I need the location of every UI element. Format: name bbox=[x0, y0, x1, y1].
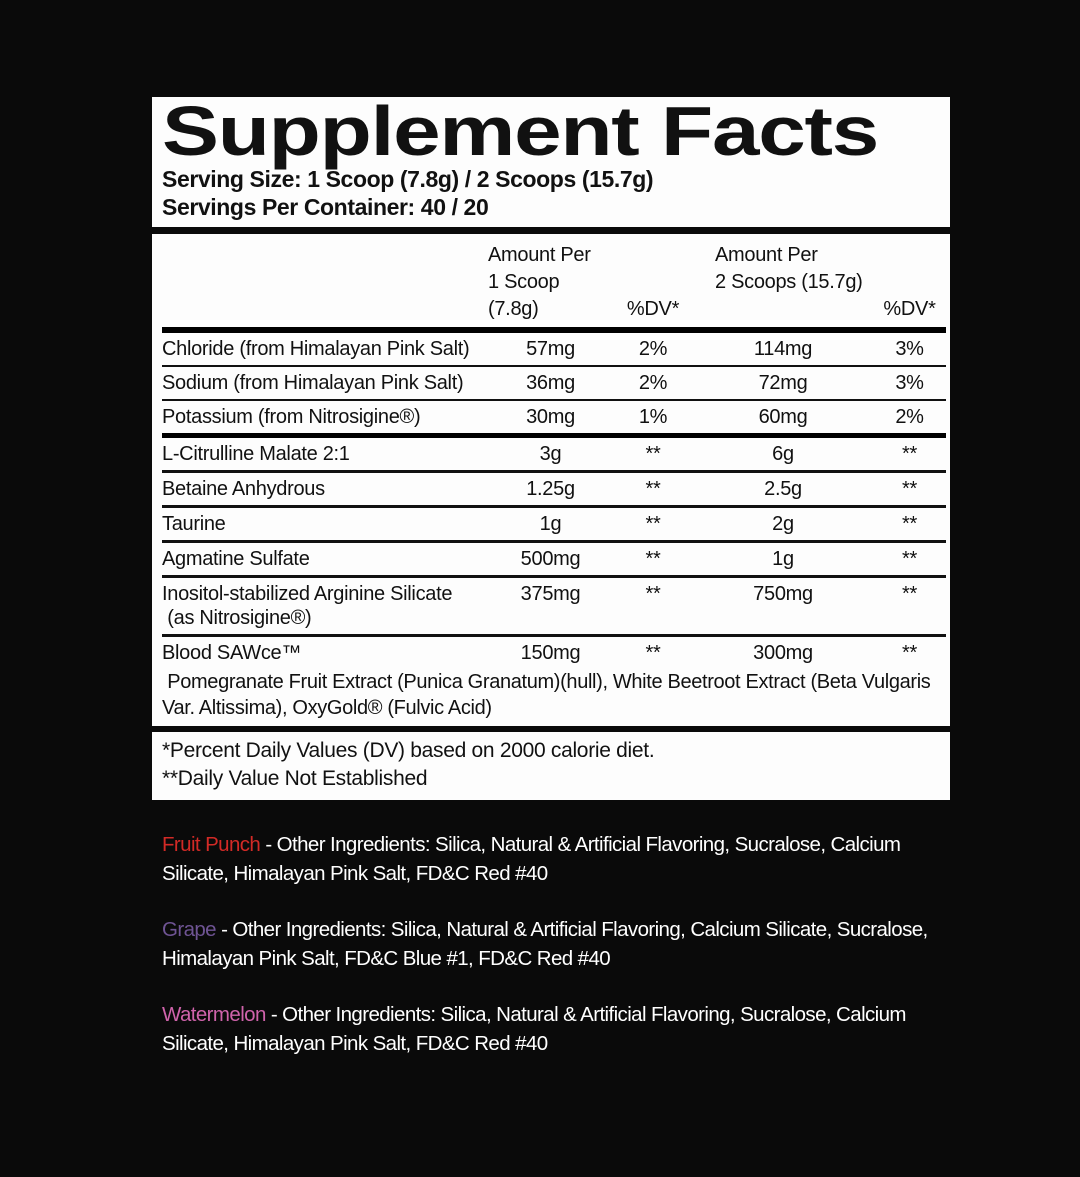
flavor-ingredients-text: - Other Ingredients: Silica, Natural & A… bbox=[162, 1003, 907, 1055]
dv-2: ** bbox=[902, 513, 917, 535]
dv-1: 1% bbox=[638, 406, 668, 428]
scoop-size-label-1: 1 Scoop (7.8g) bbox=[488, 271, 560, 320]
dv-1: ** bbox=[645, 478, 661, 500]
flavor-name-fruit-punch: Fruit Punch bbox=[162, 833, 261, 856]
amount-1: 36mg bbox=[526, 372, 575, 394]
blend-description: Pomegranate Fruit Extract (Punica Granat… bbox=[162, 671, 936, 719]
dv-1: ** bbox=[645, 443, 661, 465]
flavor-name-grape: Grape bbox=[162, 918, 217, 941]
dv-1: 2% bbox=[638, 338, 668, 360]
dv-1: ** bbox=[645, 583, 661, 605]
dv-2: ** bbox=[902, 443, 917, 465]
dv-1: 2% bbox=[638, 372, 668, 394]
column-header-dv-1: %DV* bbox=[626, 298, 680, 320]
amount-2: 72mg bbox=[758, 372, 808, 394]
column-header-amount-2-scoops: Amount Per 2 Scoops (15.7g) bbox=[693, 242, 873, 296]
ingredient-name: Inositol-stabilized Arginine Silicate (a… bbox=[162, 582, 488, 630]
ingredient-name: Betaine Anhydrous bbox=[162, 478, 325, 500]
amount-1: 500mg bbox=[520, 548, 581, 570]
amount-2: 114mg bbox=[753, 338, 813, 360]
amount-1: 30mg bbox=[526, 406, 575, 428]
dv-2: 3% bbox=[895, 338, 924, 360]
amount-2: 750mg bbox=[753, 583, 813, 605]
ingredient-name: Sodium (from Himalayan Pink Salt) bbox=[162, 372, 464, 394]
footnote-not-established: **Daily Value Not Established bbox=[162, 767, 428, 790]
ingredient-name: L-Citrulline Malate 2:1 bbox=[162, 443, 350, 465]
table-header-row: Amount Per 1 Scoop (7.8g) %DV* Amount Pe… bbox=[162, 234, 946, 333]
scoop-size-label-2: 2 Scoops (15.7g) bbox=[715, 271, 863, 293]
table-row: Taurine 1g ** 2g ** bbox=[162, 505, 946, 540]
ingredient-name: Chloride (from Himalayan Pink Salt) bbox=[162, 338, 470, 360]
footnote-dv: *Percent Daily Values (DV) based on 2000… bbox=[162, 739, 655, 762]
table-row: Chloride (from Himalayan Pink Salt) 57mg… bbox=[162, 333, 946, 365]
amount-2: 2g bbox=[772, 513, 794, 535]
supplement-facts-header: Supplement Facts Serving Size: 1 Scoop (… bbox=[152, 92, 950, 227]
flavor-watermelon: Watermelon - Other Ingredients: Silica, … bbox=[162, 1000, 954, 1058]
flavor-ingredients-text: - Other Ingredients: Silica, Natural & A… bbox=[162, 833, 901, 885]
dv-1: ** bbox=[645, 548, 661, 570]
ingredient-name: Agmatine Sulfate bbox=[162, 548, 310, 570]
amount-1: 375mg bbox=[520, 583, 581, 605]
table-row: Agmatine Sulfate 500mg ** 1g ** bbox=[162, 540, 946, 575]
servings-per-container-line: Servings Per Container: 40 / 20 bbox=[162, 194, 489, 220]
dv-1: ** bbox=[645, 642, 661, 664]
page-title-text: Supplement Facts bbox=[162, 92, 879, 170]
ingredient-name: Potassium (from Nitrosigine®) bbox=[162, 406, 421, 428]
amount-2: 1g bbox=[772, 548, 794, 570]
flavor-fruit-punch: Fruit Punch - Other Ingredients: Silica,… bbox=[162, 830, 954, 888]
amount-per-label-2: Amount Per bbox=[715, 244, 818, 266]
flavor-name-watermelon: Watermelon bbox=[162, 1003, 266, 1026]
amount-2: 60mg bbox=[758, 406, 808, 428]
amount-1: 1g bbox=[539, 513, 562, 535]
amount-2: 300mg bbox=[753, 642, 813, 664]
supplement-facts-table: Amount Per 1 Scoop (7.8g) %DV* Amount Pe… bbox=[152, 234, 950, 726]
table-row: Blood SAWce™ 150mg ** 300mg ** Pomegrana… bbox=[162, 634, 946, 726]
amount-1: 3g bbox=[539, 443, 562, 465]
table-row: L-Citrulline Malate 2:1 3g ** 6g ** bbox=[162, 433, 946, 470]
amount-1: 1.25g bbox=[526, 478, 575, 500]
ingredient-name: Taurine bbox=[162, 513, 226, 535]
dv-2: ** bbox=[902, 548, 917, 570]
column-header-dv-2: %DV* bbox=[883, 298, 936, 320]
amount-per-label-1: Amount Per bbox=[488, 244, 591, 266]
ingredient-name-line2: (as Nitrosigine®) bbox=[162, 607, 312, 629]
dv-2: ** bbox=[902, 583, 917, 605]
footnotes-panel: *Percent Daily Values (DV) based on 2000… bbox=[152, 732, 950, 800]
supplement-label: Supplement Facts Serving Size: 1 Scoop (… bbox=[0, 92, 1080, 1177]
amount-2: 2.5g bbox=[764, 478, 802, 500]
serving-size-line: Serving Size: 1 Scoop (7.8g) / 2 Scoops … bbox=[162, 166, 654, 192]
flavor-grape: Grape - Other Ingredients: Silica, Natur… bbox=[162, 915, 954, 973]
ingredient-name-line1: Inositol-stabilized Arginine Silicate bbox=[162, 583, 453, 605]
table-row: Potassium (from Nitrosigine®) 30mg 1% 60… bbox=[162, 399, 946, 433]
flavor-ingredients-section: Fruit Punch - Other Ingredients: Silica,… bbox=[162, 830, 954, 1058]
table-row: Inositol-stabilized Arginine Silicate (a… bbox=[162, 575, 946, 634]
dv-1: ** bbox=[645, 513, 661, 535]
column-header-amount-1-scoop: Amount Per 1 Scoop (7.8g) bbox=[488, 242, 613, 323]
dv-2: 2% bbox=[895, 406, 924, 428]
table-row: Betaine Anhydrous 1.25g ** 2.5g ** bbox=[162, 470, 946, 505]
dv-2: ** bbox=[902, 642, 917, 664]
dv-2: ** bbox=[902, 478, 917, 500]
flavor-ingredients-text: - Other Ingredients: Silica, Natural & A… bbox=[162, 918, 928, 970]
amount-1: 57mg bbox=[526, 338, 575, 360]
dv-2: 3% bbox=[895, 372, 924, 394]
amount-2: 6g bbox=[772, 443, 794, 465]
amount-1: 150mg bbox=[520, 642, 581, 664]
page-title: Supplement Facts bbox=[162, 92, 940, 170]
ingredient-name: Blood SAWce™ bbox=[162, 642, 302, 664]
table-row: Sodium (from Himalayan Pink Salt) 36mg 2… bbox=[162, 365, 946, 399]
